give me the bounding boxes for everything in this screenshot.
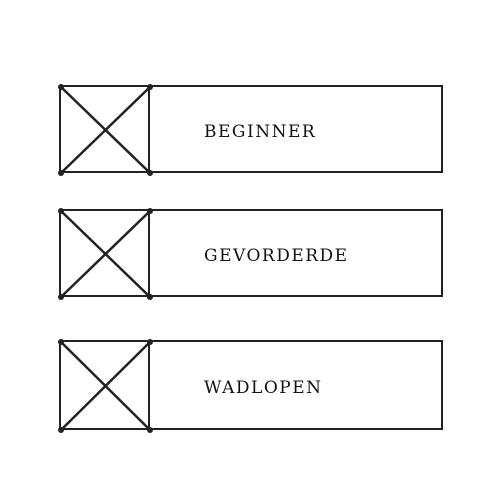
checkbox-wadlopen[interactable] [58, 339, 153, 433]
option-wadlopen[interactable]: WADLOPEN [58, 339, 443, 433]
option-label: BEGINNER [204, 115, 317, 143]
option-gevorderde[interactable]: GEVORDERDE [58, 208, 443, 300]
option-beginner[interactable]: BEGINNER [58, 84, 443, 176]
cross-icon [58, 84, 153, 176]
cross-icon [58, 339, 153, 433]
option-label: WADLOPEN [204, 371, 323, 399]
cross-icon [58, 208, 153, 300]
checkbox-beginner[interactable] [58, 84, 153, 176]
option-label: GEVORDERDE [204, 239, 349, 267]
checkbox-gevorderde[interactable] [58, 208, 153, 300]
